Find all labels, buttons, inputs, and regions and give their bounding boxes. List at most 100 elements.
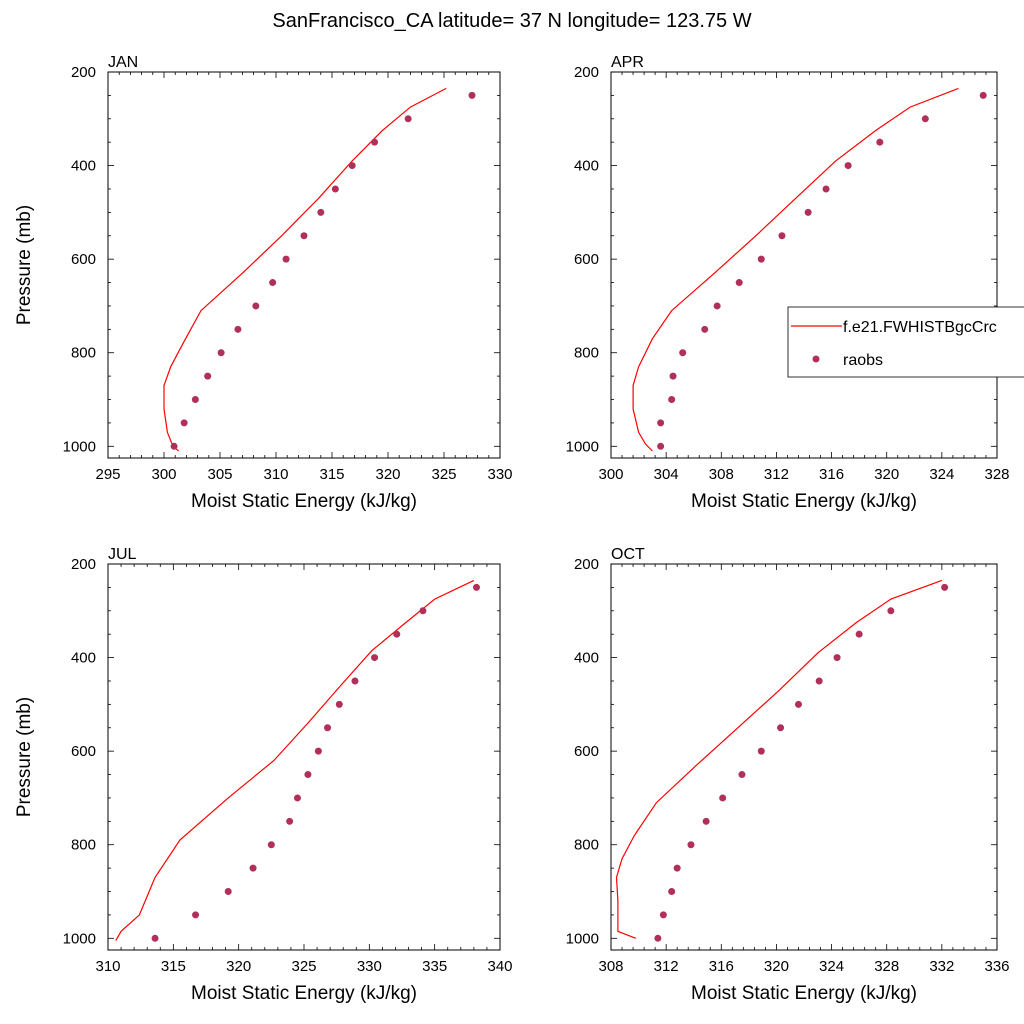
panel-jan-x-tick-label: 315 bbox=[319, 466, 344, 483]
panel-oct-obs-point bbox=[757, 747, 765, 755]
panel-jan-x-tick-label: 330 bbox=[487, 466, 512, 483]
panel-apr-obs-point bbox=[713, 302, 721, 310]
panel-apr-obs-point bbox=[668, 396, 676, 404]
panel-jan-obs-point bbox=[180, 419, 188, 427]
panel-jan-x-tick-label: 305 bbox=[207, 466, 232, 483]
panel-jan-obs-point bbox=[170, 442, 178, 450]
panel-oct-obs-point bbox=[794, 700, 802, 708]
panel-apr-obs-point bbox=[657, 419, 665, 427]
panel-jul-y-tick-label: 200 bbox=[71, 556, 96, 573]
panel-apr-obs-point bbox=[669, 372, 677, 380]
panel-oct-x-tick-label: 336 bbox=[984, 958, 1009, 975]
panel-jan-obs-point bbox=[217, 349, 225, 357]
panel-oct-y-tick-label: 200 bbox=[574, 556, 599, 573]
panel-apr-obs-point bbox=[701, 325, 709, 333]
panel-jul-obs-point bbox=[371, 654, 379, 662]
panel-oct-obs-point bbox=[855, 630, 863, 638]
panel-apr-obs-point bbox=[735, 279, 743, 287]
panel-oct-model-line bbox=[615, 579, 943, 939]
panel-jul-y-tick-label: 600 bbox=[71, 743, 96, 760]
panel-apr-obs-point bbox=[679, 349, 687, 357]
legend-model-label: f.e21.FWHISTBgcCrc bbox=[843, 319, 997, 336]
panel-oct-obs-point bbox=[654, 934, 662, 942]
panel-apr-obs-point bbox=[657, 442, 665, 450]
panel-jul-obs-point bbox=[224, 888, 232, 896]
panel-jul-obs-point bbox=[324, 724, 332, 732]
panel-jan: 295 300 305 310 315 320 325 330 200 400 600 800 1000… bbox=[14, 54, 513, 512]
legend: f.e21.FWHISTBgcCrc raobs bbox=[787, 306, 1024, 378]
panel-apr-x-tick-label: 308 bbox=[709, 466, 734, 483]
panel-oct-y-tick-label: 600 bbox=[574, 743, 599, 760]
panel-jul-obs-point bbox=[293, 794, 301, 802]
panel-jan-y-tick-label: 800 bbox=[71, 345, 96, 362]
panel-jul-model-line bbox=[115, 579, 475, 941]
panel-apr-model-line bbox=[632, 87, 959, 452]
panel-jul-xlabel: Moist Static Energy (kJ/kg) bbox=[191, 983, 417, 1004]
panel-jul-obs-point bbox=[472, 583, 480, 591]
panel-jul-y-tick-label: 400 bbox=[71, 650, 96, 667]
panel-jul-ylabel: Pressure (mb) bbox=[14, 697, 35, 817]
panel-oct-obs-point bbox=[673, 864, 681, 872]
panel-apr-x-tick-label: 324 bbox=[929, 466, 954, 483]
panel-oct-x-tick-label: 308 bbox=[598, 958, 623, 975]
panel-jul-x-tick-label: 315 bbox=[161, 958, 186, 975]
panel-apr-title: APR bbox=[611, 54, 644, 71]
panel-jan-title: JAN bbox=[108, 54, 138, 71]
panel-jul-obs-point bbox=[419, 607, 427, 615]
panel-jul-obs-point bbox=[314, 747, 322, 755]
panel-jan-obs-point bbox=[317, 208, 325, 216]
panel-jul: 310 315 320 325 330 335 340 200 400 600 800 1000 JUL… bbox=[14, 546, 513, 1004]
panel-oct-obs-point bbox=[738, 771, 746, 779]
panel-jan-obs-point bbox=[191, 396, 199, 404]
panel-apr-y-tick-label: 400 bbox=[574, 158, 599, 175]
panel-oct-obs-point bbox=[659, 911, 667, 919]
panel-jan-y-tick-label: 200 bbox=[71, 64, 96, 81]
panel-jul-obs-point bbox=[151, 934, 159, 942]
panel-oct-x-tick-label: 312 bbox=[654, 958, 679, 975]
panel-jan-y-tick-label: 600 bbox=[71, 251, 96, 268]
panel-jan-obs-point bbox=[300, 232, 308, 240]
panel-jan-y-tick-label: 400 bbox=[71, 158, 96, 175]
panel-jul-x-tick-label: 340 bbox=[487, 958, 512, 975]
legend-obs-label: raobs bbox=[843, 352, 883, 369]
panel-oct-x-tick-label: 332 bbox=[929, 958, 954, 975]
panel-jul-x-tick-label: 320 bbox=[226, 958, 251, 975]
panel-apr-obs-point bbox=[778, 232, 786, 240]
panel-oct-x-tick-label: 324 bbox=[819, 958, 844, 975]
panel-jul-title: JUL bbox=[108, 546, 137, 563]
panel-apr-x-tick-label: 304 bbox=[654, 466, 679, 483]
panel-apr-x-tick-label: 300 bbox=[598, 466, 623, 483]
panel-apr-obs-point bbox=[822, 185, 830, 193]
panel-jul-frame bbox=[107, 563, 501, 951]
panel-oct-frame bbox=[610, 563, 998, 951]
panel-jan-obs-point bbox=[404, 115, 412, 123]
panel-jan-frame bbox=[107, 71, 501, 459]
panel-apr-x-tick-label: 312 bbox=[764, 466, 789, 483]
panel-jul-x-tick-label: 330 bbox=[357, 958, 382, 975]
panel-jul-y-tick-label: 1000 bbox=[63, 930, 96, 947]
panel-oct-xlabel: Moist Static Energy (kJ/kg) bbox=[691, 983, 917, 1004]
panel-apr-x-tick-label: 316 bbox=[819, 466, 844, 483]
panel-apr-obs-point bbox=[757, 255, 765, 263]
panel-oct-x-tick-label: 320 bbox=[764, 958, 789, 975]
panel-oct-obs-point bbox=[815, 677, 823, 685]
panel-jan-obs-point bbox=[371, 138, 379, 146]
panel-oct-y-tick-label: 1000 bbox=[566, 930, 599, 947]
panel-jan-obs-point bbox=[204, 372, 212, 380]
panel-apr-x-tick-label: 328 bbox=[984, 466, 1009, 483]
panel-apr-y-tick-label: 200 bbox=[574, 64, 599, 81]
panel-jul-obs-point bbox=[335, 700, 343, 708]
panel-jan-obs-point bbox=[331, 185, 339, 193]
panel-jan-model-line bbox=[163, 87, 447, 452]
panel-oct-obs-point bbox=[668, 888, 676, 896]
panel-oct-obs-point bbox=[687, 841, 695, 849]
panel-oct-obs-point bbox=[777, 724, 785, 732]
panel-jan-obs-point bbox=[252, 302, 260, 310]
panel-jul-obs-point bbox=[249, 864, 257, 872]
legend-obs-swatch bbox=[812, 355, 820, 363]
panel-oct-y-tick-label: 800 bbox=[574, 837, 599, 854]
panel-oct-obs-point bbox=[702, 817, 710, 825]
panel-jan-x-tick-label: 320 bbox=[375, 466, 400, 483]
panel-jan-x-tick-label: 310 bbox=[263, 466, 288, 483]
